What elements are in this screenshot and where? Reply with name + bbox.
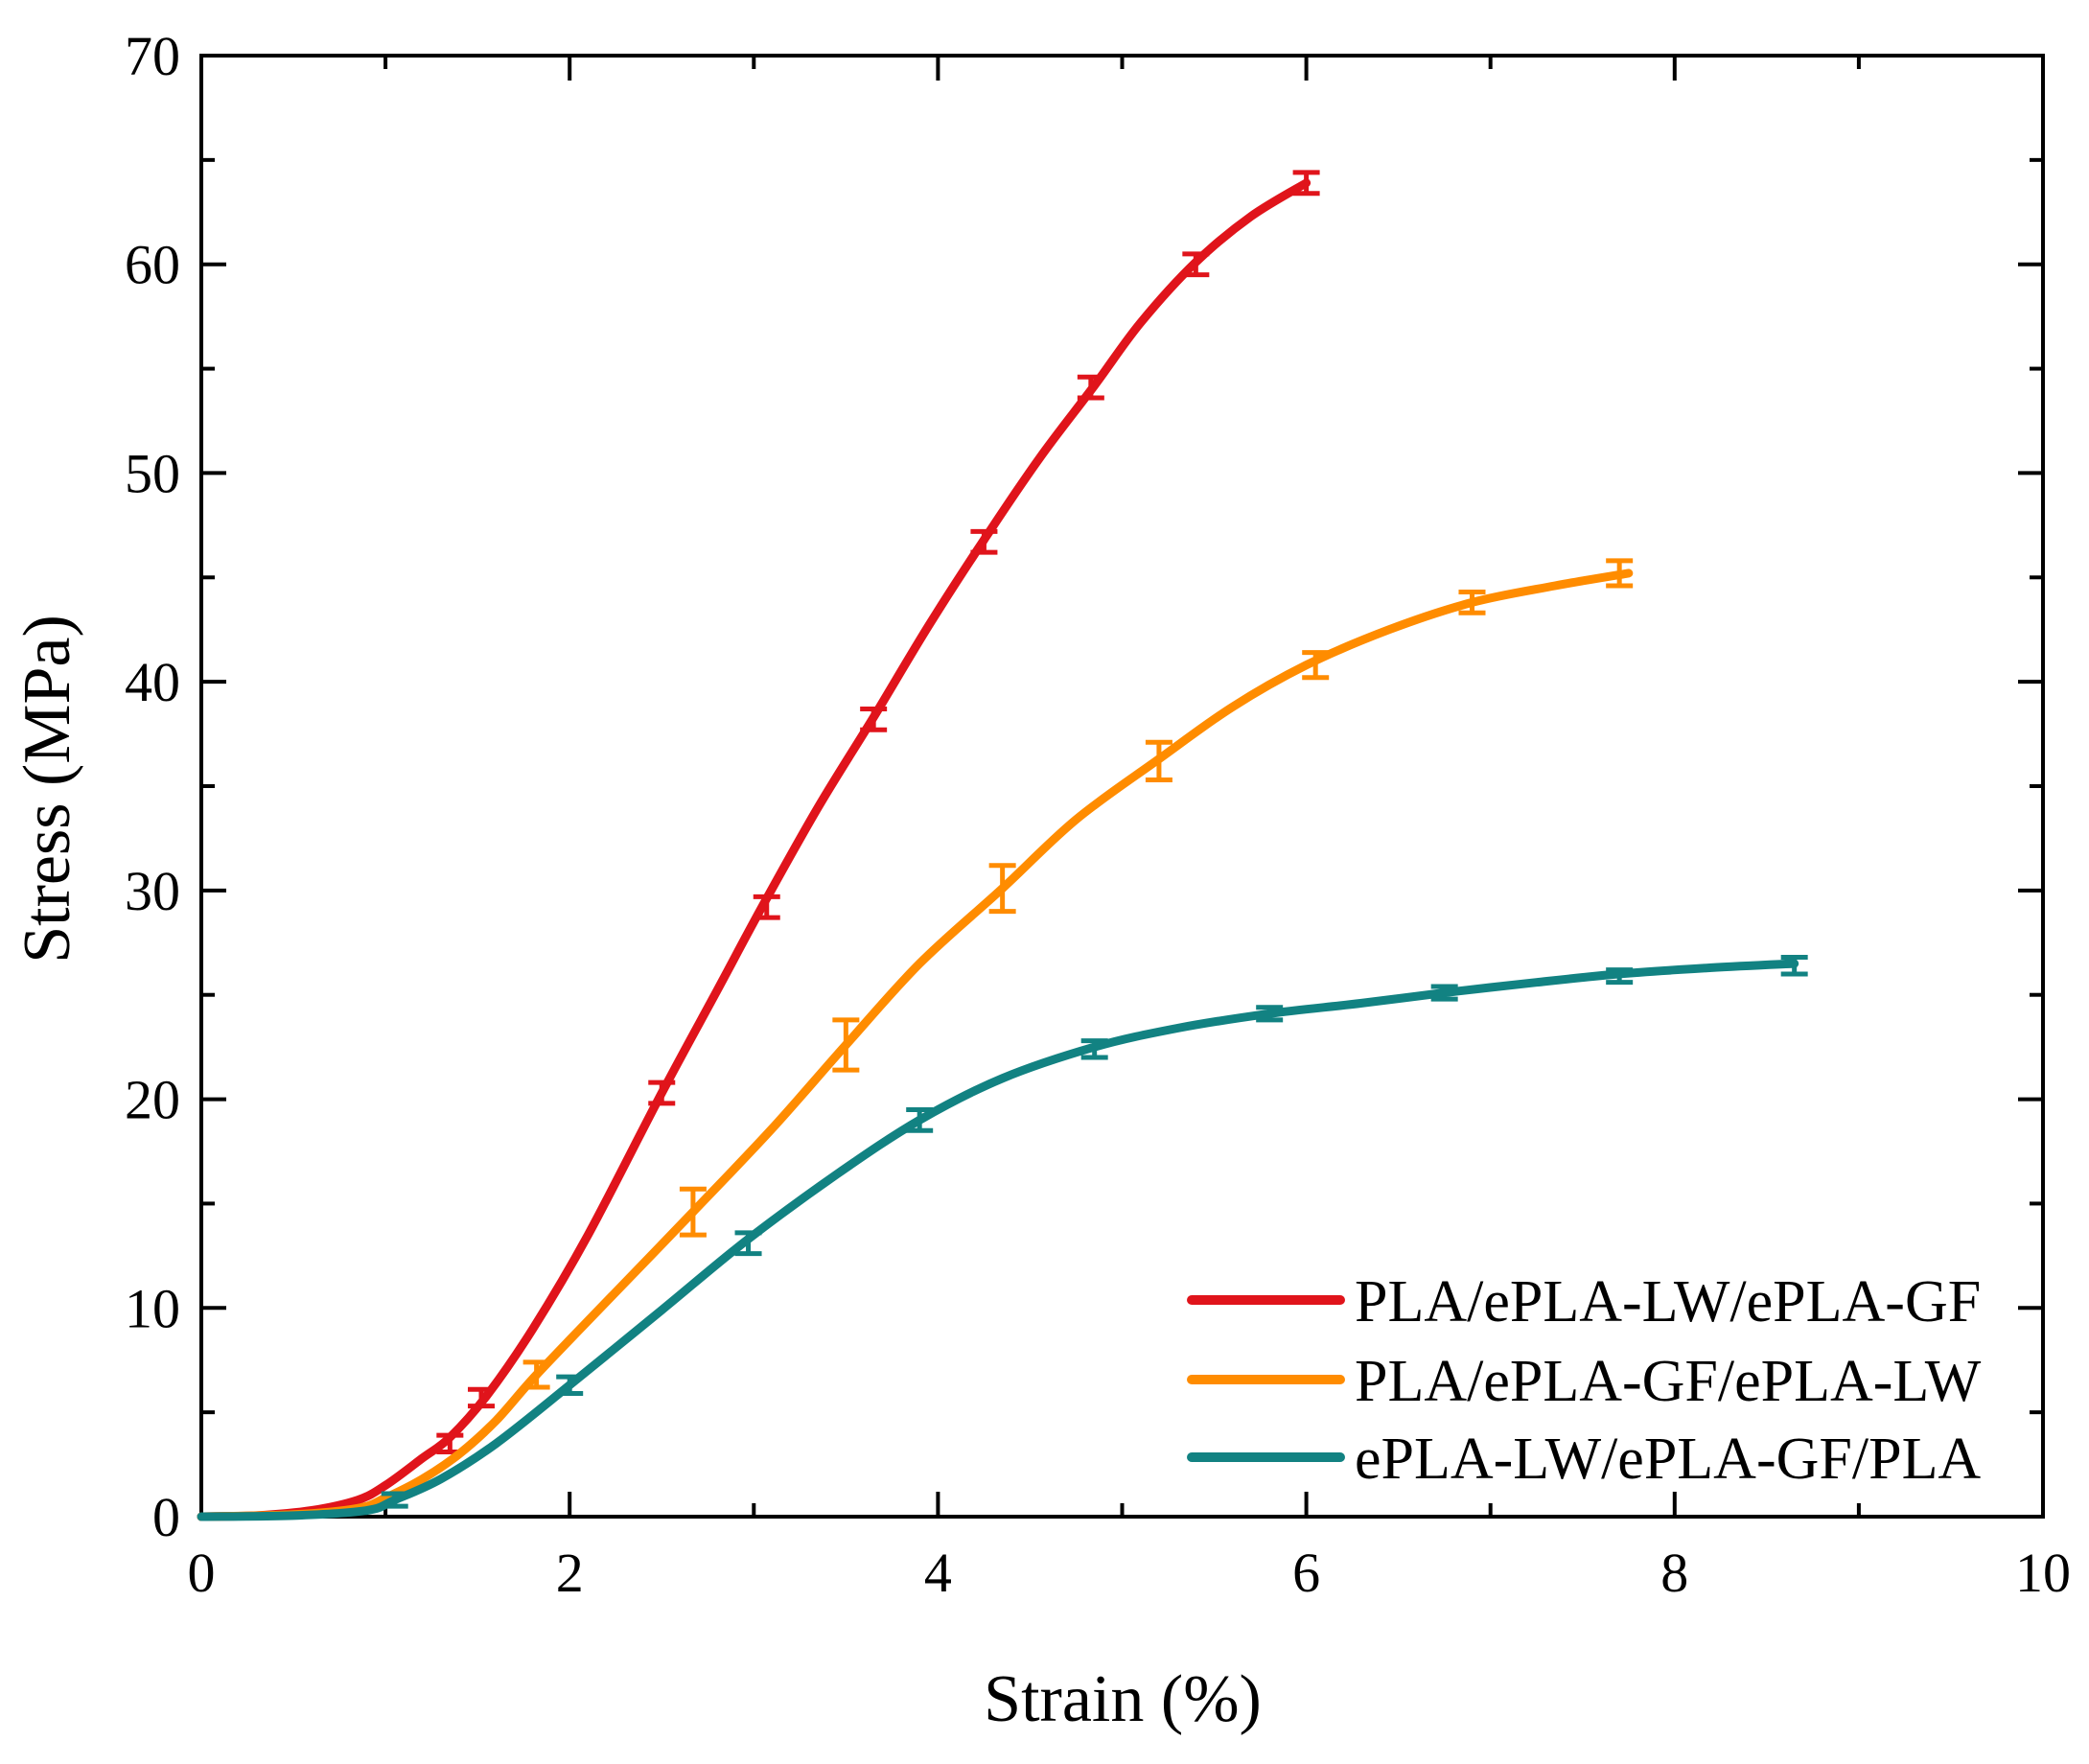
series-line bbox=[197, 569, 1634, 1521]
series-group-1 bbox=[197, 170, 1320, 1521]
y-tick-label: 40 bbox=[125, 651, 180, 713]
y-tick-label: 50 bbox=[125, 442, 180, 504]
legend-label: PLA/ePLA-GF/ePLA-LW bbox=[1355, 1349, 1982, 1414]
y-tick-label: 10 bbox=[125, 1277, 180, 1339]
x-tick-label: 8 bbox=[1660, 1542, 1688, 1604]
y-tick-label: 20 bbox=[125, 1069, 180, 1131]
y-tick-label: 0 bbox=[152, 1486, 180, 1548]
series-line bbox=[197, 178, 1311, 1521]
x-tick-label: 4 bbox=[924, 1542, 952, 1604]
x-tick-label: 10 bbox=[2015, 1542, 2071, 1604]
x-tick-label: 0 bbox=[188, 1542, 216, 1604]
series-group-3 bbox=[197, 955, 1808, 1521]
y-tick-label: 60 bbox=[125, 234, 180, 296]
x-tick-label: 6 bbox=[1292, 1542, 1320, 1604]
x-tick-label: 2 bbox=[556, 1542, 584, 1604]
x-axis-title: Strain (%) bbox=[984, 1662, 1262, 1736]
legend-label: ePLA-LW/ePLA-GF/PLA bbox=[1355, 1427, 1981, 1492]
y-tick-label: 30 bbox=[125, 860, 180, 922]
y-tick-label: 70 bbox=[125, 25, 180, 87]
series-group-2 bbox=[197, 558, 1634, 1521]
y-axis-title: Stress (MPa) bbox=[11, 615, 84, 963]
legend-label: PLA/ePLA-LW/ePLA-GF bbox=[1355, 1269, 1981, 1335]
